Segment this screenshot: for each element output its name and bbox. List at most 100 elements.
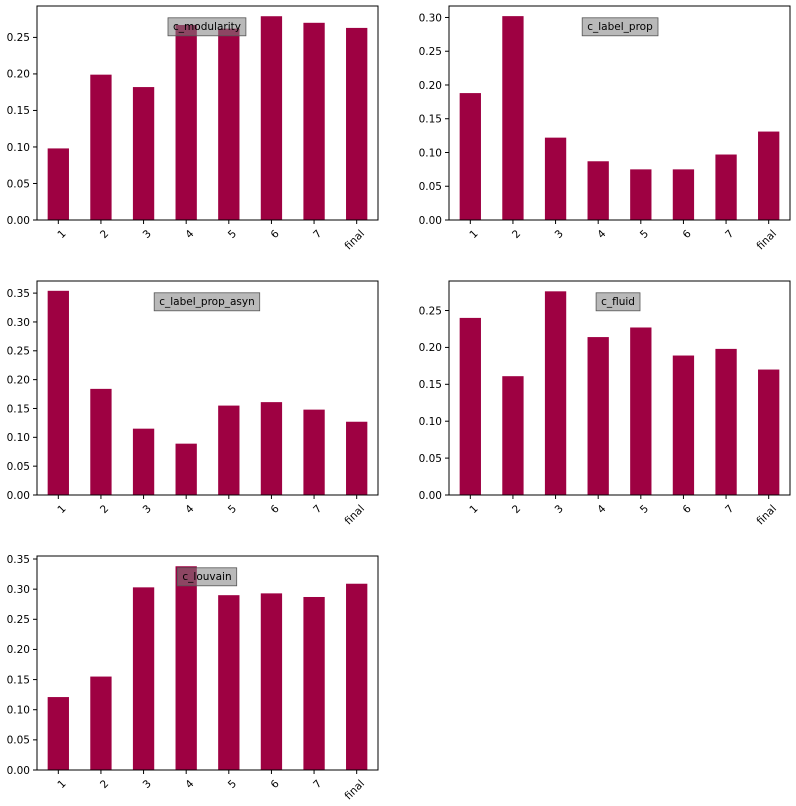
x-tick-label: 1 xyxy=(55,503,68,516)
x-tick-label: 6 xyxy=(681,503,694,516)
bar-1 xyxy=(47,148,69,220)
x-tick-label: 5 xyxy=(226,228,239,241)
x-tick-label: 5 xyxy=(638,228,651,241)
y-tick-label: 0.25 xyxy=(419,46,442,58)
subplot-title: c_label_prop xyxy=(587,21,653,33)
x-tick-label: final xyxy=(343,228,367,252)
bar-7 xyxy=(303,22,325,220)
y-tick-label: 0.25 xyxy=(7,346,30,358)
subplot-label: c_louvain xyxy=(176,567,238,587)
subplot-c_fluid: 0.00 0.05 0.10 0.15 0.20 0.25 1 2 3 4 5 6 7 final c_fl… xyxy=(419,280,791,527)
x-tick-label: 7 xyxy=(311,778,324,791)
x-tick-label: 2 xyxy=(98,778,111,791)
bar-7 xyxy=(715,348,737,495)
y-tick-label: 0.15 xyxy=(419,114,442,126)
x-tick-label: 4 xyxy=(595,228,608,241)
subplot-title-box xyxy=(167,17,247,37)
y-tick-label: 0.25 xyxy=(7,32,30,44)
y-tick-label: 0.25 xyxy=(7,614,30,626)
bar-3 xyxy=(132,87,155,220)
bar-6 xyxy=(260,16,283,221)
x-tick-label: 5 xyxy=(226,778,239,791)
x-tick-label: 3 xyxy=(553,503,566,516)
bar-final xyxy=(346,27,368,220)
y-tick-label: 0.35 xyxy=(7,288,30,300)
subplot-title-box xyxy=(176,567,238,587)
x-tick-label: 7 xyxy=(723,503,736,516)
x-tick-label: final xyxy=(755,228,779,252)
x-tick-label: 4 xyxy=(595,503,608,516)
subplot-label: c_fluid xyxy=(595,292,641,312)
axes-frame xyxy=(36,280,379,496)
y-tick-label: 0.00 xyxy=(7,215,30,227)
x-tick-label: 1 xyxy=(55,778,68,791)
x-tick-label: 3 xyxy=(553,228,566,241)
x-tick-label: 1 xyxy=(467,503,480,516)
subplot-c_louvain: 0.00 0.05 0.10 0.15 0.20 0.25 0.30 0.35 1 2 3 4 5 6 7 f… xyxy=(7,554,379,802)
bar-2 xyxy=(502,376,524,495)
bar-3 xyxy=(132,587,155,770)
x-tick-label: 3 xyxy=(141,228,154,241)
y-tick-label: 0.20 xyxy=(7,374,30,386)
x-tick-label: 3 xyxy=(141,503,154,516)
y-tick-label: 0.25 xyxy=(419,305,442,317)
bar-1 xyxy=(459,317,481,495)
x-tick-label: 2 xyxy=(510,503,523,516)
bar-6 xyxy=(672,169,695,220)
bar-7 xyxy=(303,409,325,495)
x-tick-label: 7 xyxy=(311,228,324,241)
y-tick-label: 0.00 xyxy=(7,490,30,502)
y-tick-label: 0.15 xyxy=(419,379,442,391)
bar-6 xyxy=(260,593,283,770)
subplot-c_label_prop: 0.00 0.05 0.10 0.15 0.20 0.25 0.30 1 2 3 4 5 6 7 final… xyxy=(419,5,791,252)
y-tick-label: 0.15 xyxy=(7,105,30,117)
axes-frame xyxy=(448,5,791,221)
x-tick-label: 7 xyxy=(311,503,324,516)
axes-frame xyxy=(448,280,791,496)
x-tick-label: 6 xyxy=(269,778,282,791)
x-tick-label: 1 xyxy=(55,228,68,241)
subplot-c_modularity: 0.00 0.05 0.10 0.15 0.20 0.25 1 2 3 4 5 6 7 final c_mo… xyxy=(7,5,379,252)
bar-5 xyxy=(218,405,240,495)
axes-frame xyxy=(36,5,379,221)
bar-5 xyxy=(630,169,652,220)
x-tick-label: 4 xyxy=(183,503,196,516)
y-tick-label: 0.20 xyxy=(419,80,442,92)
y-tick-label: 0.00 xyxy=(419,490,442,502)
subplot-title: c_fluid xyxy=(601,296,635,308)
x-tick-label: 4 xyxy=(183,228,196,241)
bar-4 xyxy=(587,161,609,220)
x-tick-label: final xyxy=(343,503,367,527)
bar-2 xyxy=(90,74,112,220)
y-tick-label: 0.10 xyxy=(7,705,30,717)
x-tick-label: 3 xyxy=(141,778,154,791)
bar-2 xyxy=(502,16,524,220)
y-tick-label: 0.30 xyxy=(7,317,30,329)
y-tick-label: 0.10 xyxy=(419,147,442,159)
subplot-title-box xyxy=(595,292,641,312)
bar-1 xyxy=(459,93,481,220)
bar-4 xyxy=(175,24,197,220)
x-tick-label: 6 xyxy=(269,503,282,516)
subplot-title: c_modularity xyxy=(173,21,241,33)
subplot-title-box xyxy=(581,17,659,37)
bar-2 xyxy=(90,388,112,495)
y-tick-label: 0.10 xyxy=(419,416,442,428)
x-tick-label: 2 xyxy=(510,228,523,241)
axes-frame xyxy=(36,555,379,771)
bar-final xyxy=(758,131,780,220)
y-tick-label: 0.05 xyxy=(419,453,442,465)
subplot-title-box xyxy=(153,292,261,312)
bar-4 xyxy=(587,337,609,495)
subplot-label: c_label_prop xyxy=(581,17,659,37)
x-tick-label: 2 xyxy=(98,503,111,516)
bar-6 xyxy=(672,355,695,495)
x-tick-label: final xyxy=(755,503,779,527)
x-tick-label: 6 xyxy=(269,228,282,241)
bar-4 xyxy=(175,566,197,770)
bar-5 xyxy=(218,28,240,220)
y-tick-label: 0.20 xyxy=(419,342,442,354)
bar-4 xyxy=(175,443,197,495)
y-tick-label: 0.05 xyxy=(419,181,442,193)
